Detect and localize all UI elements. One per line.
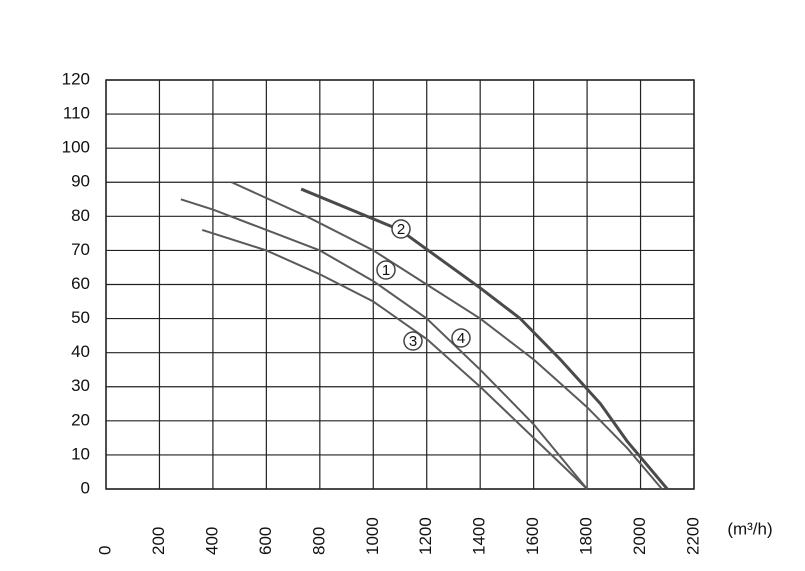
curve-label-circle: [451, 328, 471, 348]
curve-label: 4: [457, 330, 465, 347]
x-tick-label: 600: [256, 527, 275, 555]
x-tick-label: 1000: [363, 517, 382, 555]
x-tick-label: 1200: [416, 517, 435, 555]
x-tick-label: 0: [95, 546, 114, 555]
curve-label-circle: [376, 260, 396, 280]
x-tick-label: 400: [202, 527, 221, 555]
y-tick-label: 70: [71, 240, 90, 259]
y-tick-label: 20: [71, 410, 90, 429]
y-tick-label: 120: [62, 69, 90, 88]
x-tick-label: 1400: [470, 517, 489, 555]
y-tick-label: 0: [81, 478, 90, 497]
x-tick-label: 1800: [577, 517, 596, 555]
curve-label: 1: [382, 262, 390, 279]
curve: [201, 229, 588, 490]
curve: [231, 181, 663, 490]
curve: [300, 187, 669, 490]
y-tick-label: 80: [71, 206, 90, 225]
y-tick-label: 90: [71, 172, 90, 191]
x-tick-label: 2000: [630, 517, 649, 555]
curve-label: 3: [409, 333, 417, 350]
curve-label: 2: [397, 221, 405, 238]
curve-label-circle: [391, 219, 411, 239]
y-tick-label: 100: [62, 138, 90, 157]
x-tick-label: 800: [309, 527, 328, 555]
y-tick-label: 110: [63, 104, 90, 123]
y-tick-label: 60: [71, 274, 90, 293]
curve-label-circle: [403, 331, 423, 351]
curve: [180, 198, 588, 490]
y-tick-label: 10: [71, 444, 90, 463]
y-tick-label: 40: [71, 342, 90, 361]
x-tick-label: 1600: [523, 517, 542, 555]
x-axis-label: (m³/h): [727, 519, 772, 538]
x-tick-label: 2200: [683, 517, 702, 555]
y-tick-label: 30: [71, 376, 90, 395]
x-tick-label: 200: [149, 527, 168, 555]
y-tick-label: 50: [71, 308, 90, 327]
